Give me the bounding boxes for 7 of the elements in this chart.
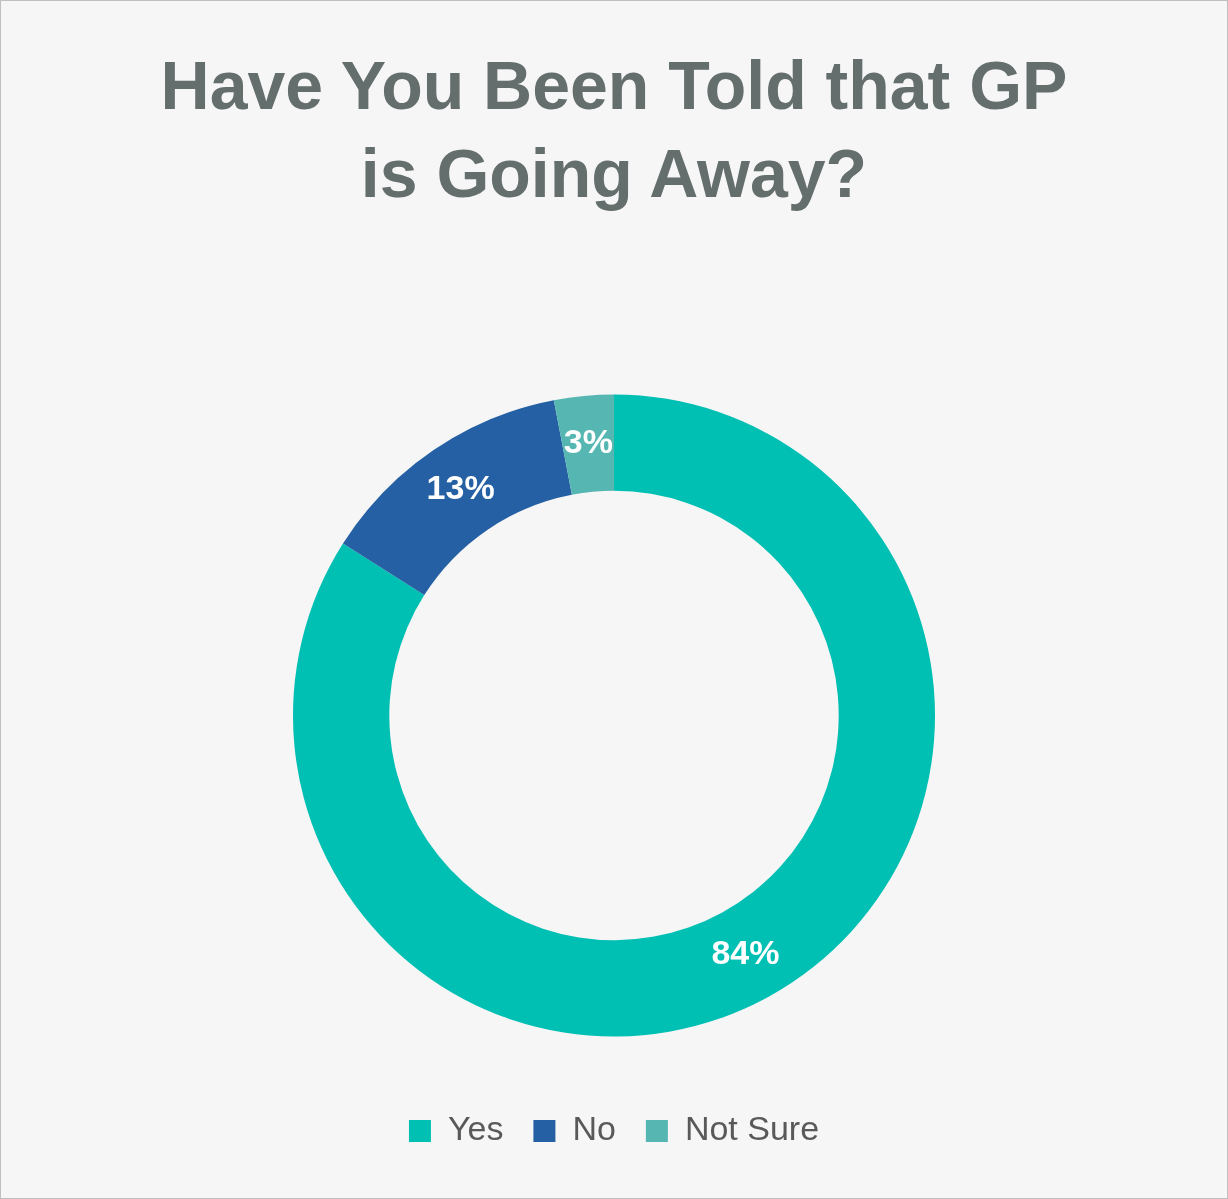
legend-label: Not Sure xyxy=(684,1109,820,1148)
data-label: 84% xyxy=(711,932,780,971)
data-label: 3% xyxy=(563,422,613,461)
legend-label: No xyxy=(572,1109,616,1148)
legend-label: Yes xyxy=(447,1109,504,1148)
data-label: 13% xyxy=(426,468,495,507)
chart-title: Have You Been Told that GP is Going Away? xyxy=(159,46,1069,213)
